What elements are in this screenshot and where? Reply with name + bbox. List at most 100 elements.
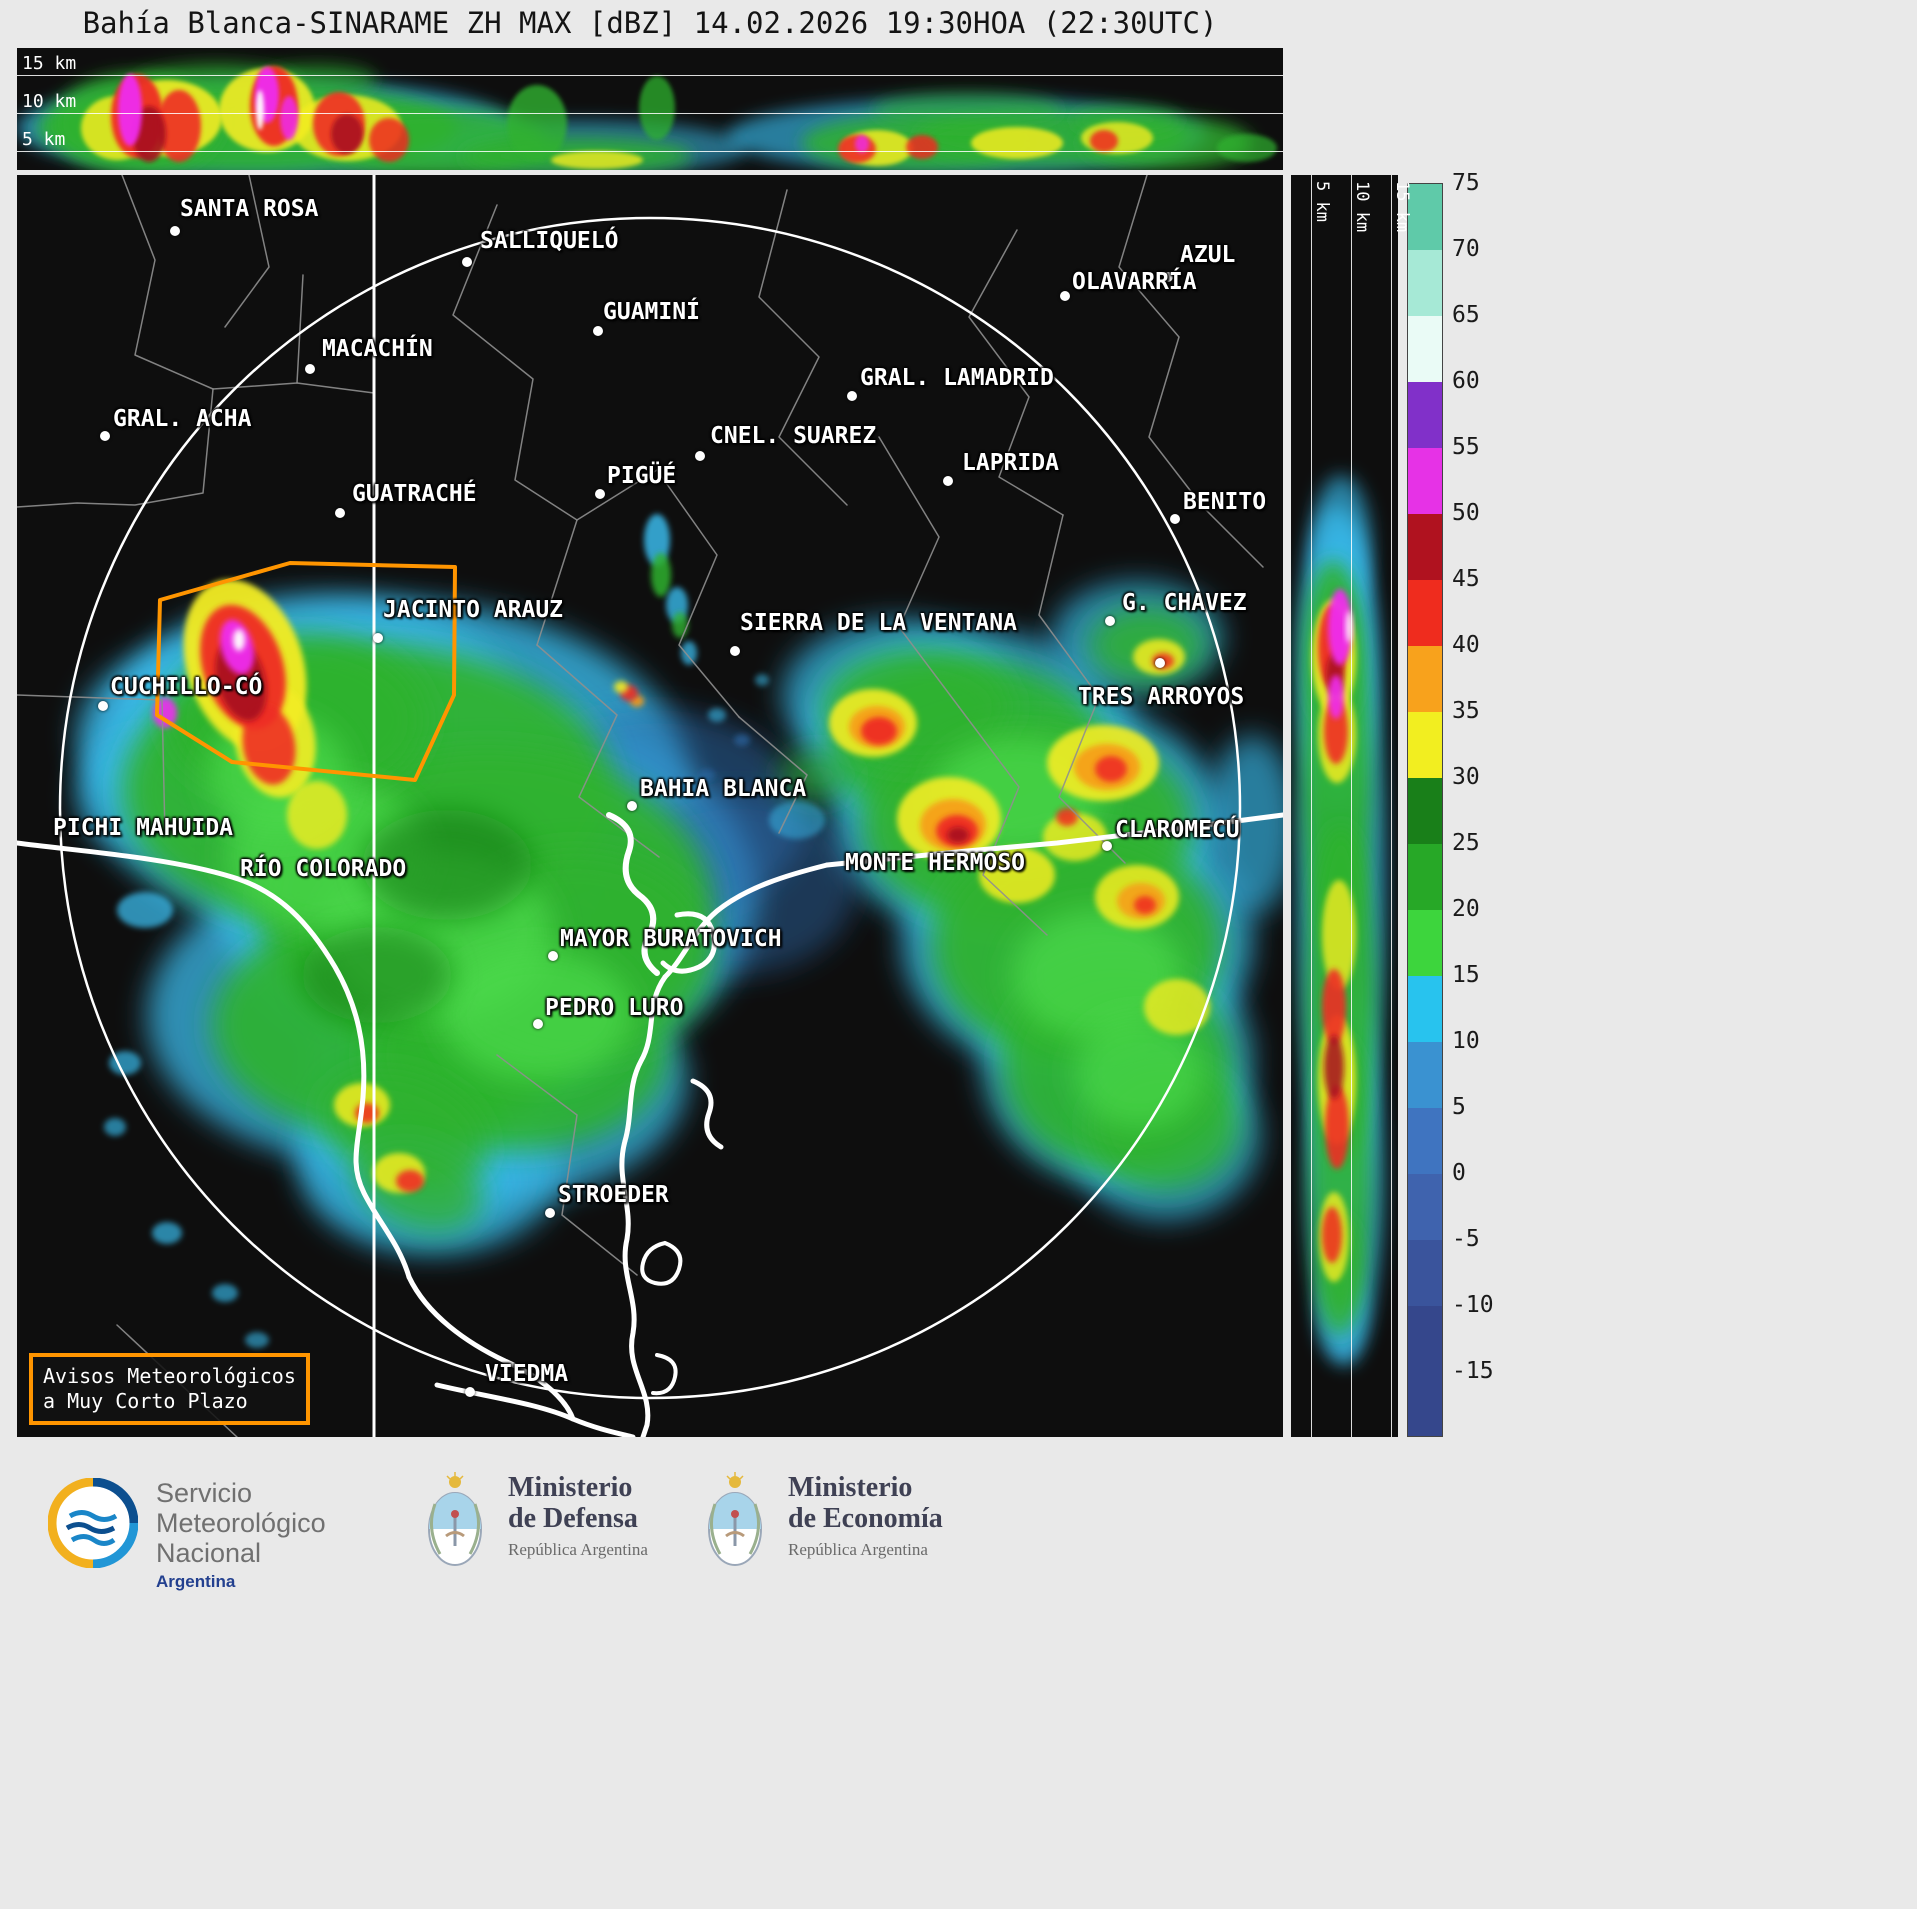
city-dot <box>373 633 383 643</box>
economia-logo-block: Ministerio de Economía República Argenti… <box>700 1472 943 1572</box>
smn-name-line: Nacional <box>156 1538 262 1568</box>
colorbar-band <box>1408 646 1442 712</box>
radar-echo <box>699 769 715 781</box>
colorbar-tick-label: 40 <box>1452 632 1480 658</box>
warning-polygon <box>155 561 457 782</box>
colorbar-band <box>1408 382 1442 448</box>
county-border <box>758 189 848 506</box>
altitude-gridline-5km <box>1311 175 1312 1437</box>
city-label: GUAMINÍ <box>603 299 700 325</box>
radar-echo <box>302 927 452 1023</box>
colorbar-band <box>1408 514 1442 580</box>
altitude-gridline-10km <box>17 113 1283 114</box>
coastline <box>662 862 830 980</box>
city-label: GUATRACHÉ <box>352 481 477 507</box>
radar-echo <box>1324 1035 1344 1099</box>
altitude-gridline-15km <box>1391 175 1392 1437</box>
radar-echo <box>1090 130 1118 152</box>
city-label: STROEDER <box>558 1182 669 1208</box>
colorbar-tick-label: 45 <box>1452 566 1480 592</box>
altitude-label-5km: 5 km <box>22 129 66 150</box>
altitude-label-10km: 10 km <box>1352 181 1372 233</box>
defensa-logo-block: Ministerio de Defensa República Argentin… <box>420 1472 648 1572</box>
coastline <box>690 1078 724 1150</box>
city-label: CNEL. SUAREZ <box>710 423 877 449</box>
colorbar-band <box>1408 1306 1442 1372</box>
coastline <box>651 1353 678 1396</box>
radar-map-panel: SANTA ROSA SALLIQUELÓ AZUL OLAVARRÍA GUAMINÍ… <box>17 175 1283 1437</box>
radar-echo <box>256 90 264 130</box>
colorbar-tick-label: 20 <box>1452 896 1480 922</box>
city-dot <box>1102 841 1112 851</box>
city-label: LAPRIDA <box>962 450 1059 476</box>
echo-layer-side <box>1297 475 1385 1365</box>
coastline <box>622 974 668 1144</box>
city-dot <box>170 226 180 236</box>
radar-echo <box>1095 756 1127 782</box>
altitude-label-5km: 5 km <box>1312 181 1332 222</box>
colorbar-tick-label: -15 <box>1452 1358 1494 1384</box>
city-dot <box>98 701 108 711</box>
colorbar-band <box>1408 1042 1442 1108</box>
county-border <box>496 1054 638 1276</box>
ministry-name-line: de Defensa <box>508 1503 638 1534</box>
radar-echo <box>644 514 670 566</box>
colorbar-band <box>1408 778 1442 844</box>
city-dot <box>533 1019 543 1029</box>
map-overlay-layer <box>17 175 1283 1437</box>
radar-echo <box>1056 808 1078 826</box>
altitude-gridline-10km <box>1351 175 1352 1437</box>
colorbar-tick-label: 60 <box>1452 368 1480 394</box>
national-shield-icon <box>428 1472 482 1566</box>
altitude-gridline-15km <box>17 75 1283 76</box>
radar-echo <box>755 674 769 686</box>
colorbar-band <box>1408 250 1442 316</box>
city-dot <box>335 508 345 518</box>
river <box>17 840 412 1280</box>
colorbar-tick-label: -5 <box>1452 1226 1480 1252</box>
economia-text: Ministerio de Economía República Argenti… <box>788 1472 943 1560</box>
colorbar-band <box>1408 448 1442 514</box>
city-label: VIEDMA <box>485 1361 569 1387</box>
coastline <box>606 812 660 976</box>
colorbar-tick-label: 35 <box>1452 698 1480 724</box>
radar-echo <box>109 1051 141 1075</box>
smn-country-label: Argentina <box>156 1572 236 1591</box>
radar-echo <box>1325 1085 1349 1169</box>
city-dot <box>1105 616 1115 626</box>
radar-echo <box>117 892 173 928</box>
radar-echo <box>1134 896 1156 914</box>
city-label: MONTE HERMOSO <box>845 850 1026 876</box>
warning-legend: Avisos Meteorológicos a Muy Corto Plazo <box>29 1353 310 1425</box>
smn-logo-block: Servicio Meteorológico Nacional Argentin… <box>48 1478 326 1592</box>
city-label: AZUL <box>1180 242 1236 268</box>
county-border <box>738 716 808 834</box>
city-label: TRES ARROYOS <box>1078 684 1245 710</box>
radar-echo <box>245 1332 269 1348</box>
coastline <box>660 911 717 974</box>
page-title: Bahía Blanca-SINARAME ZH MAX [dBZ] 14.02… <box>82 6 1218 40</box>
radar-echo <box>651 553 671 597</box>
radar-echo <box>1328 675 1344 719</box>
city-label: MAYOR BURATOVICH <box>560 926 782 952</box>
colorbar <box>1407 183 1443 1437</box>
city-label: PIGÜÉ <box>607 463 677 489</box>
colorbar-tick-label: 70 <box>1452 236 1480 262</box>
radar-echo <box>331 114 363 154</box>
radar-echo <box>872 93 1062 127</box>
national-shield-icon <box>708 1472 762 1566</box>
city-label: BAHIA BLANCA <box>640 776 807 802</box>
city-dot <box>545 1208 555 1218</box>
echo-layer-main <box>77 514 1283 1348</box>
radar-echo <box>861 717 897 745</box>
county-border <box>224 175 270 328</box>
city-label: CUCHILLO-CÓ <box>110 674 263 700</box>
radar-echo <box>280 96 298 140</box>
city-dot <box>548 951 558 961</box>
altitude-label-15km: 15 km <box>22 53 77 74</box>
county-border <box>1038 514 1126 864</box>
city-label: GRAL. ACHA <box>113 406 252 432</box>
radar-echo <box>855 135 869 153</box>
smn-logo-icon <box>48 1478 138 1568</box>
colorbar-band <box>1408 184 1442 250</box>
